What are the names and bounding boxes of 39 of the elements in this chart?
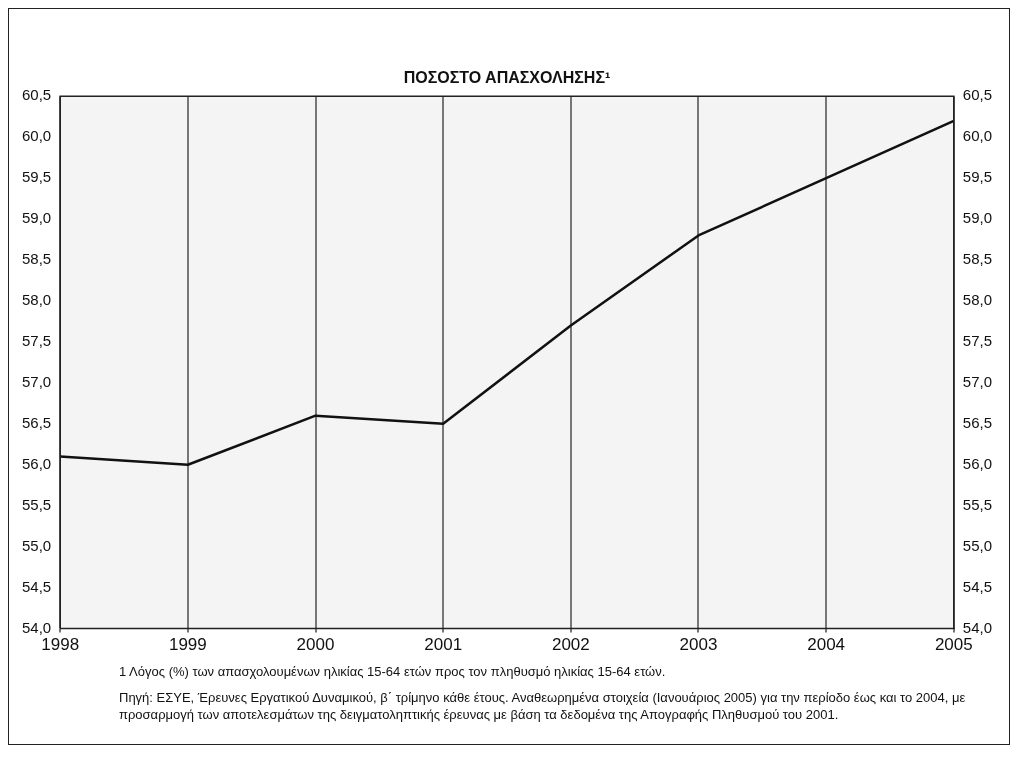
y2-tick-label: 59,0 xyxy=(962,209,993,227)
x-tick-label: 2003 xyxy=(679,635,718,655)
y2-tick-label: 54,5 xyxy=(962,577,993,595)
y2-tick-label: 59,5 xyxy=(962,168,993,186)
y2-tick-label: 60,0 xyxy=(962,127,993,145)
y-tick-label: 54,5 xyxy=(21,577,52,595)
y2-tick-label: 60,5 xyxy=(962,86,993,104)
x-tick-label: 2001 xyxy=(424,635,463,655)
y-tick-label: 57,5 xyxy=(21,332,52,350)
x-tick-label: 1999 xyxy=(168,635,207,655)
y2-tick-label: 55,5 xyxy=(962,495,993,513)
y2-tick-label: 56,5 xyxy=(962,413,993,431)
y-tick-label: 55,0 xyxy=(21,536,52,554)
y2-tick-label: 57,5 xyxy=(962,332,993,350)
x-tick-label: 1998 xyxy=(41,635,80,655)
y2-tick-label: 57,0 xyxy=(962,373,993,391)
y-tick-label: 59,5 xyxy=(21,168,52,186)
y2-tick-label: 56,0 xyxy=(962,454,993,472)
y-tick-label: 54,0 xyxy=(21,618,52,636)
text: 1 Λόγος (%) των απασχολουμένων ηλικίας 15-64 ετών προς τον πληθυσμό ηλικίας 15-64 ετών. xyxy=(119,663,667,681)
x-tick-label: 2004 xyxy=(807,635,846,655)
y-tick-label: 60,5 xyxy=(21,86,52,104)
x-tick-label: 2002 xyxy=(551,635,590,655)
y2-tick-label: 58,0 xyxy=(962,291,993,309)
x-tick-label: 2000 xyxy=(296,635,335,655)
y2-tick-label: 58,5 xyxy=(962,250,993,268)
y-tick-label: 58,0 xyxy=(21,291,52,309)
y-tick-label: 58,5 xyxy=(21,250,52,268)
y-tick-label: 56,0 xyxy=(21,454,52,472)
text: Πηγή: ΕΣΥΕ, Έρευνες Εργατικού Δυναμικού, β΄ τρίμηνο κάθε έτους. Αναθεωρημένα στοιχεία (Ιανουάριος 2005) για την περίοδο έως και το 2004, με προσαρμογή των αποτελεσμάτων της δειγματοληπτικής έρευνας με βάση τα δεδομένα της Απογραφής Πληθυσμού του 2001. xyxy=(119,688,967,724)
y2-tick-label: 55,0 xyxy=(962,536,993,554)
y-tick-label: 55,5 xyxy=(21,495,52,513)
chart-title: ΠΟΣΟΣΤΟ ΑΠΑΣΧΟΛΗΣΗΣ¹ xyxy=(403,69,611,87)
y2-tick-label: 54,0 xyxy=(962,618,993,636)
y-tick-label: 57,0 xyxy=(21,373,52,391)
y-tick-label: 56,5 xyxy=(21,413,52,431)
x-tick-label: 2005 xyxy=(934,635,973,655)
y-tick-label: 60,0 xyxy=(21,127,52,145)
y-tick-label: 59,0 xyxy=(21,209,52,227)
